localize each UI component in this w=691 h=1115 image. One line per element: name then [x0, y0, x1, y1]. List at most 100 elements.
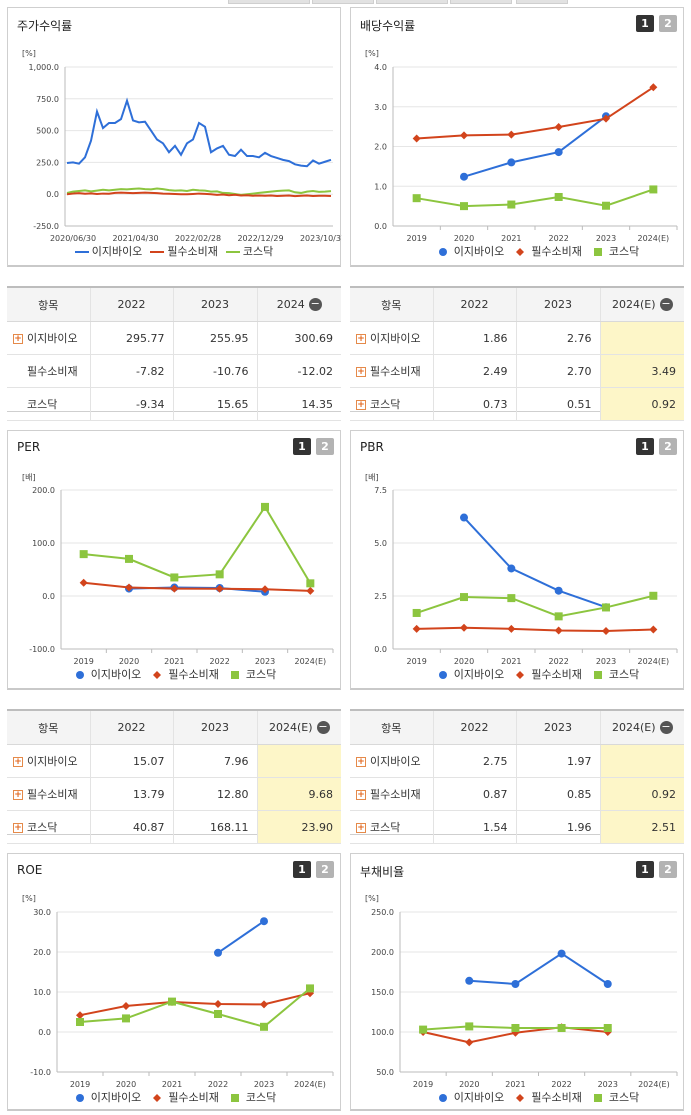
row-label: 이지바이오 — [370, 332, 421, 345]
legend-marker-icon — [75, 671, 84, 679]
legend-item[interactable]: 코스닥 — [227, 666, 276, 682]
expand-plus-icon[interactable]: + — [356, 367, 366, 377]
collapse-minus-icon[interactable]: − — [659, 720, 673, 735]
expand-plus-icon[interactable]: + — [356, 757, 366, 767]
data-point — [412, 134, 421, 143]
legend-item[interactable]: 코스닥 — [590, 243, 639, 259]
legend-item[interactable]: 코스닥 — [225, 243, 273, 259]
data-point — [554, 586, 563, 595]
value-cell: 13.79 — [89, 777, 173, 811]
chart-legend: 이지바이오 필수소비재 코스닥 — [351, 666, 691, 682]
legend-item[interactable]: 필수소비재 — [512, 666, 582, 682]
legend-item[interactable]: 코스닥 — [227, 1089, 276, 1105]
value-cell — [599, 744, 684, 778]
expand-plus-icon[interactable]: + — [13, 334, 23, 344]
expand-plus-icon[interactable]: + — [13, 757, 23, 767]
collapse-minus-icon[interactable]: − — [659, 297, 673, 312]
series-line-1 — [416, 86, 654, 140]
data-point — [602, 201, 610, 210]
series-line-2 — [416, 188, 654, 208]
y-tick-label: 0.0 — [374, 222, 387, 231]
data-point — [554, 123, 563, 132]
table-row: + 이지바이오 1.86 2.76 — [350, 321, 684, 355]
row-label-cell: + 필수소비재 — [350, 354, 433, 388]
table-row: + 이지바이오 15.07 7.96 — [7, 744, 341, 778]
unit-label: [%] — [365, 894, 379, 903]
stock-chart-title: 주가수익률 — [17, 19, 73, 33]
legend-item[interactable]: 코스닥 — [590, 666, 639, 682]
page-2-button[interactable]: 2 — [659, 861, 677, 878]
data-point — [168, 997, 176, 1006]
legend-item[interactable]: 코스닥 — [590, 1089, 639, 1105]
data-point — [215, 584, 224, 593]
page-1-button[interactable]: 1 — [636, 438, 654, 455]
x-tick-label: 2021 — [505, 1080, 525, 1089]
legend-marker-icon — [225, 251, 240, 253]
y-tick-label: 150.0 — [371, 988, 394, 997]
legend-item[interactable]: 필수소비재 — [512, 1089, 582, 1105]
legend-item[interactable]: 필수소비재 — [149, 666, 219, 682]
page-2-button[interactable]: 2 — [659, 438, 677, 455]
per-chart-panel: PER 1 2 [배] 200.0 100.0 0.0 -100.0 2019 2020 2021 2… — [7, 430, 341, 690]
expand-plus-icon[interactable]: + — [13, 823, 23, 833]
page-2-button[interactable]: 2 — [316, 438, 334, 455]
table-row: + 이지바이오 295.77 255.95 300.69 — [7, 321, 341, 355]
page-1-button[interactable]: 1 — [293, 861, 311, 878]
expand-plus-icon[interactable]: + — [356, 790, 366, 800]
x-tick-label: 2023 — [254, 1080, 274, 1089]
legend-item[interactable]: 필수소비재 — [150, 243, 218, 259]
legend-item[interactable]: 필수소비재 — [512, 243, 582, 259]
value-cell: 2.51 — [599, 810, 684, 844]
value-cell: 40.87 — [89, 810, 173, 844]
value-cell: 0.73 — [432, 387, 516, 421]
x-tick-label: 2020 — [119, 657, 139, 666]
debt-chart-title: 부채비율 — [360, 865, 405, 879]
legend-item[interactable]: 이지바이오 — [435, 243, 504, 259]
data-point — [170, 573, 179, 582]
expand-plus-icon[interactable]: + — [356, 334, 366, 344]
row-label-cell: + 필수소비재 — [7, 777, 90, 811]
table-row: + 이지바이오 2.75 1.97 — [350, 744, 684, 778]
column-header-label: 2023 — [201, 298, 229, 311]
x-tick-label: 2023 — [598, 1080, 618, 1089]
legend-item[interactable]: 이지바이오 — [72, 666, 141, 682]
data-point — [419, 1025, 428, 1034]
value-cell: 15.65 — [172, 387, 257, 421]
page-1-button[interactable]: 1 — [636, 861, 654, 878]
page-2-button[interactable]: 2 — [659, 15, 677, 32]
value-cell: 2.49 — [432, 354, 516, 388]
column-header-label: 2022 — [117, 721, 146, 734]
expand-plus-icon[interactable]: + — [356, 823, 366, 833]
page-1-button[interactable]: 1 — [293, 438, 311, 455]
expand-plus-icon[interactable]: + — [356, 400, 366, 410]
series-line-0 — [463, 115, 607, 178]
value-cell: 1.96 — [515, 810, 600, 844]
data-point — [603, 1024, 612, 1032]
legend-item[interactable]: 이지바이오 — [435, 1089, 504, 1105]
value-cell: 0.92 — [599, 387, 684, 421]
x-tick-label: 2020 — [454, 234, 474, 243]
collapse-minus-icon[interactable]: − — [308, 297, 322, 312]
data-point — [76, 1011, 84, 1020]
legend-item[interactable]: 필수소비재 — [149, 1089, 219, 1105]
column-header-label: 항목 — [38, 298, 59, 312]
x-tick-label: 2021 — [162, 1080, 182, 1089]
legend-item[interactable]: 이지바이오 — [72, 1089, 141, 1105]
row-label: 코스닥 — [370, 821, 401, 834]
table-row: 코스닥 -9.34 15.65 14.35 — [7, 387, 341, 421]
column-header-label: 2024 — [276, 297, 305, 311]
table-row: + 코스닥 0.73 0.51 0.92 — [350, 387, 684, 421]
column-header-label: 2024(E) — [268, 720, 313, 734]
data-point — [306, 984, 314, 993]
column-header: 2023 — [515, 711, 600, 745]
legend-item[interactable]: 이지바이오 — [74, 243, 142, 259]
top-tab-strip — [0, 0, 691, 8]
data-point — [507, 564, 516, 573]
series-line-1 — [66, 191, 332, 198]
legend-item[interactable]: 이지바이오 — [435, 666, 504, 682]
page-1-button[interactable]: 1 — [636, 15, 654, 32]
collapse-minus-icon[interactable]: − — [316, 720, 330, 735]
expand-plus-icon[interactable]: + — [13, 790, 23, 800]
column-header-label: 항목 — [381, 298, 402, 312]
page-2-button[interactable]: 2 — [316, 861, 334, 878]
